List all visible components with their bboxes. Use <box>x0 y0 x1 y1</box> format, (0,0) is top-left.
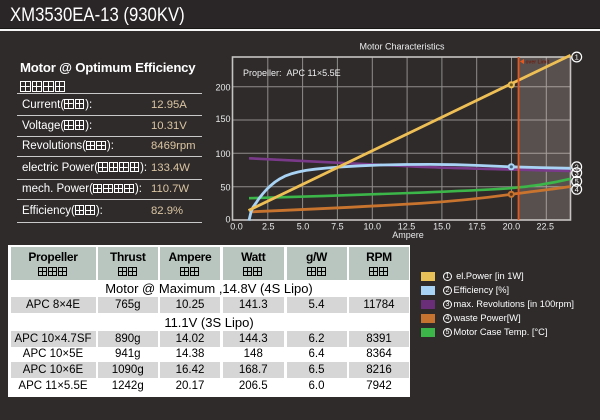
svg-text:5.0: 5.0 <box>297 222 310 232</box>
svg-text:0: 0 <box>225 214 230 224</box>
svg-text:4: 4 <box>575 185 579 194</box>
svg-text:1: 1 <box>575 53 579 62</box>
svg-text:100: 100 <box>215 149 230 159</box>
svg-text:5: 5 <box>575 177 579 186</box>
svg-text:150: 150 <box>215 114 230 124</box>
svg-text:10.0: 10.0 <box>364 222 382 232</box>
svg-text:7.5: 7.5 <box>331 222 344 232</box>
svg-text:20.0: 20.0 <box>503 222 521 232</box>
svg-text:50: 50 <box>220 183 230 193</box>
svg-text:22.5: 22.5 <box>537 222 555 232</box>
svg-text:over Limit: over Limit <box>526 60 550 66</box>
svg-text:Ampere: Ampere <box>392 230 424 240</box>
svg-text:17.5: 17.5 <box>468 222 486 232</box>
svg-text:3: 3 <box>575 169 579 178</box>
svg-text:Motor Characteristics: Motor Characteristics <box>359 42 445 52</box>
svg-text:12.5: 12.5 <box>398 222 416 232</box>
svg-text:15.0: 15.0 <box>433 222 451 232</box>
svg-text:2: 2 <box>575 163 579 172</box>
svg-text:2.5: 2.5 <box>262 222 275 232</box>
svg-text:200: 200 <box>215 83 230 93</box>
svg-text:Propeller: APC 11×5.5E: Propeller: APC 11×5.5E <box>243 68 341 78</box>
svg-text:0.0: 0.0 <box>230 222 243 232</box>
